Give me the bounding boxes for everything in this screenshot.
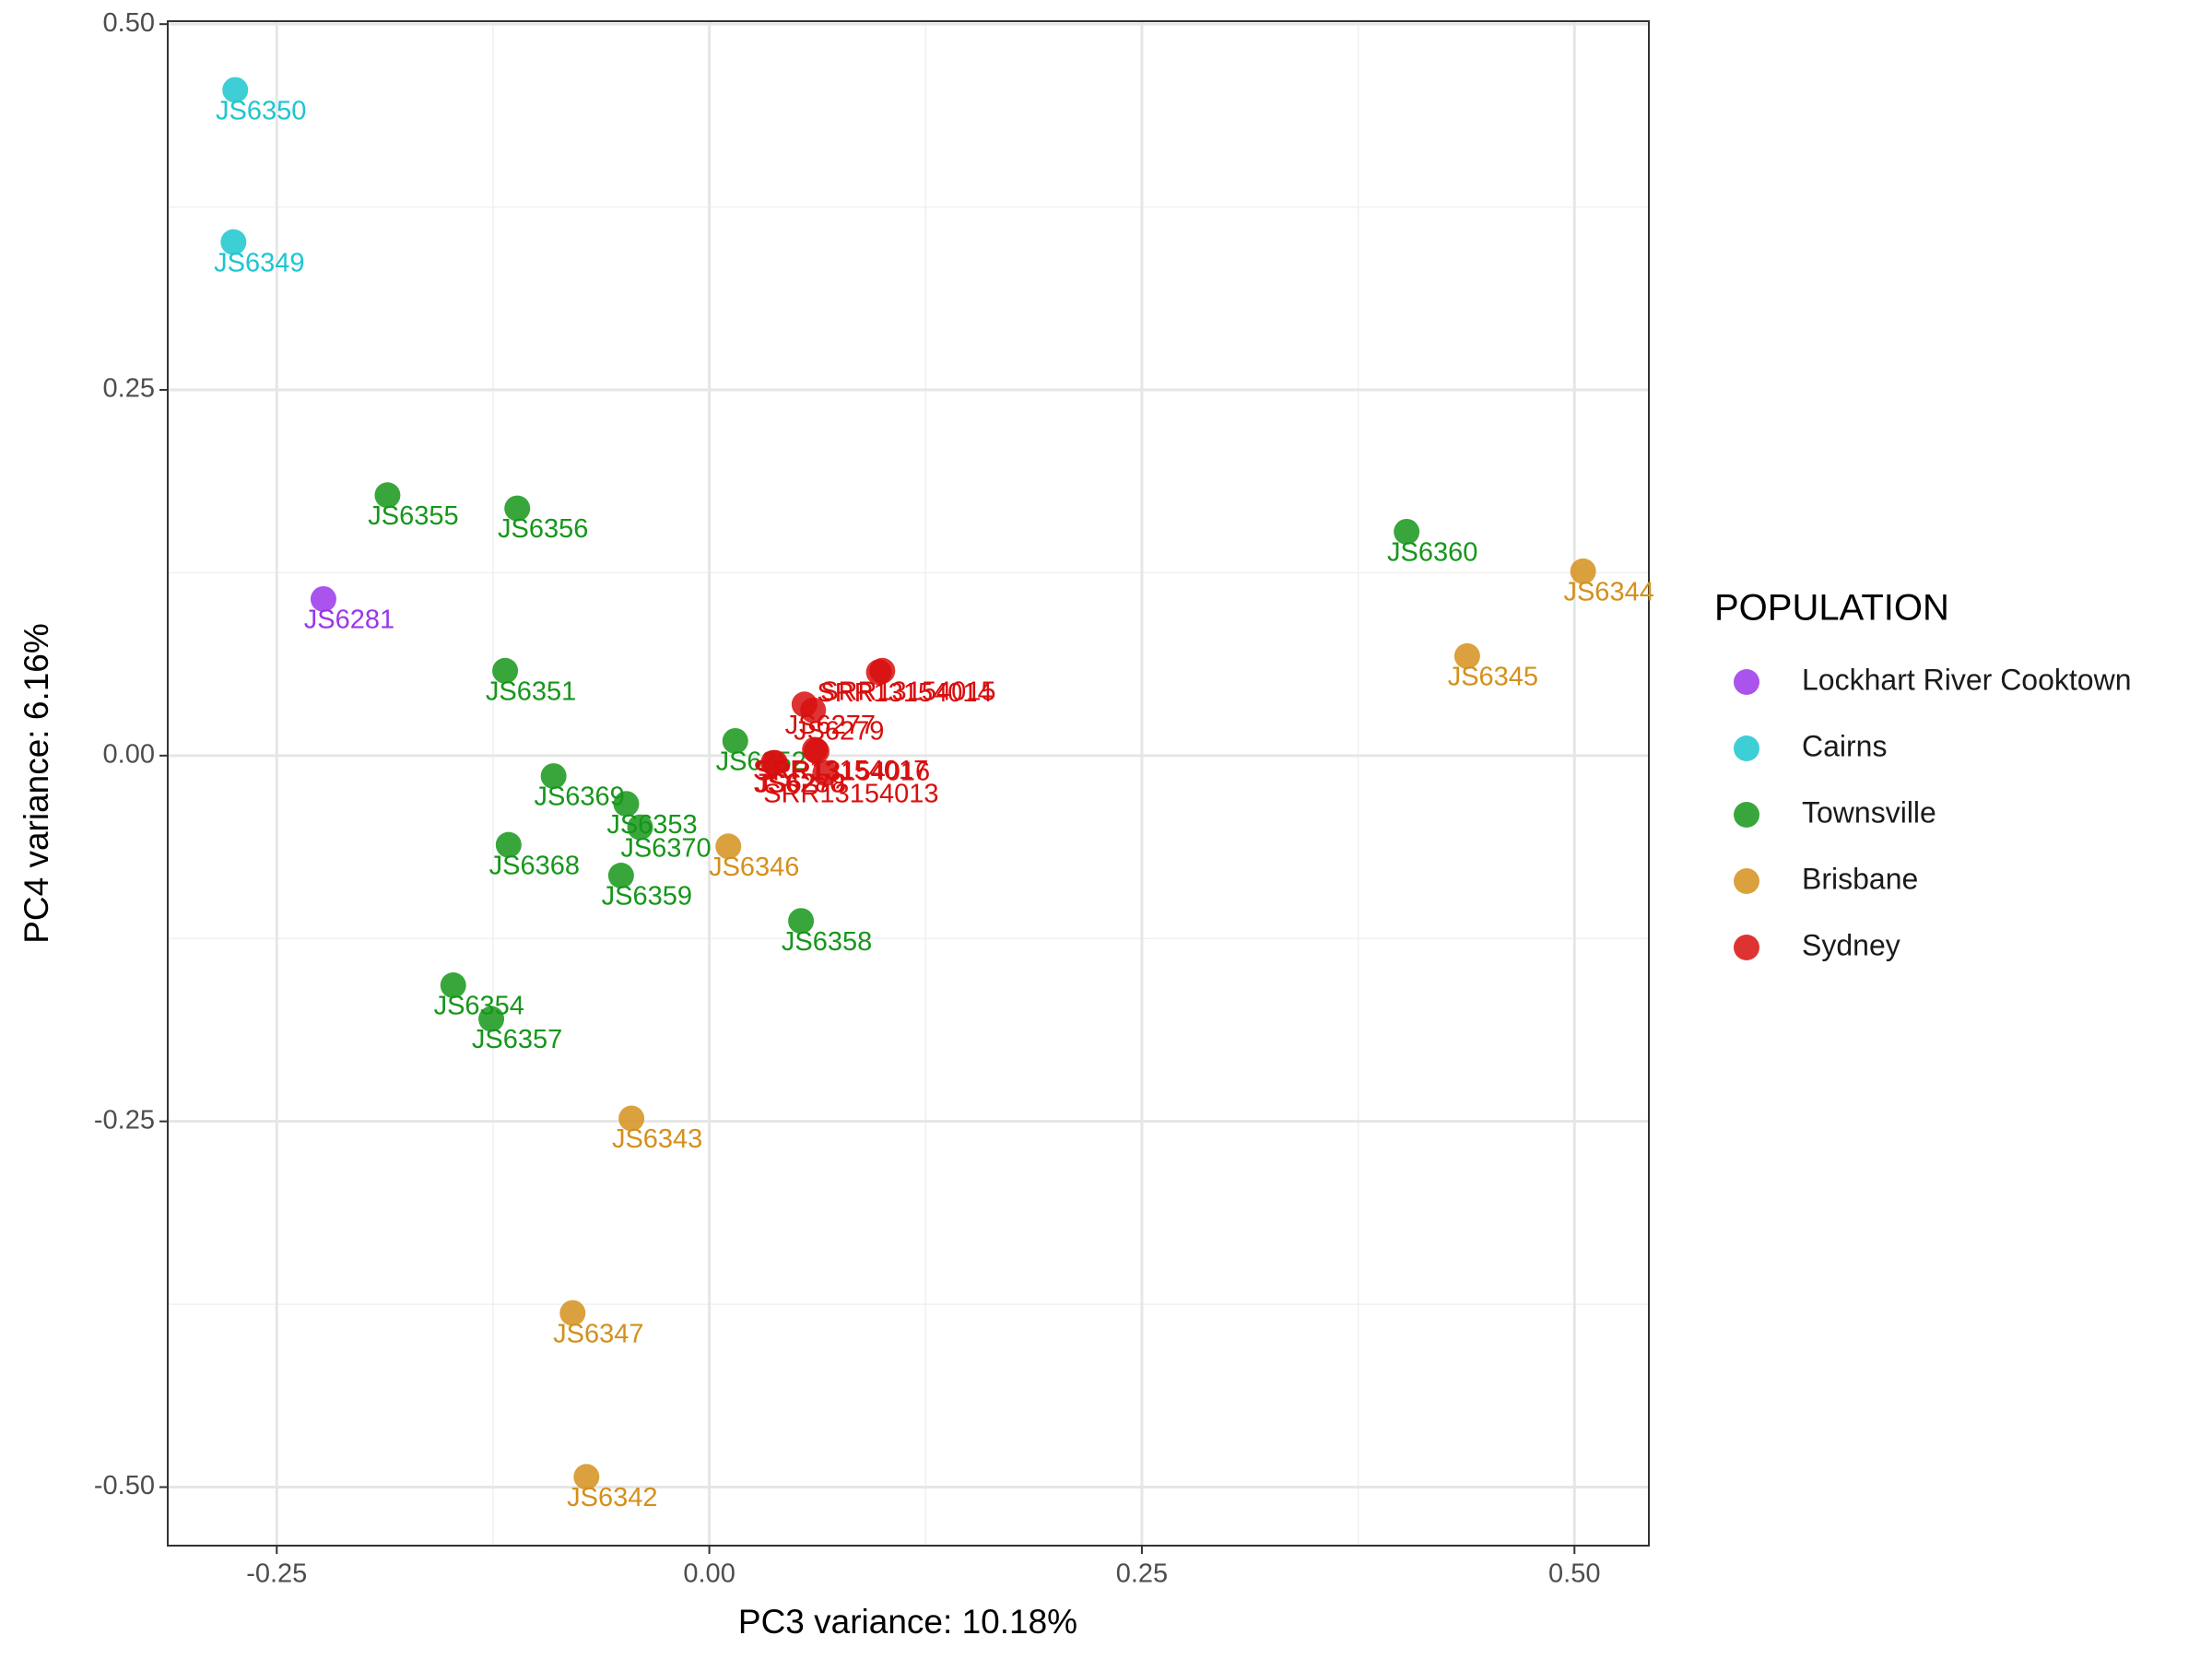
point [613, 791, 640, 818]
legend-label: Sydney [1802, 928, 1900, 961]
point-label: JS6357 [472, 1025, 562, 1054]
y-tick-label: 0.50 [103, 8, 155, 38]
point-label: JS6351 [486, 677, 576, 706]
legend-swatch [1734, 669, 1759, 695]
point-label: JS6360 [1387, 538, 1477, 568]
point-label: SRR13154013 [763, 780, 938, 809]
point-label: JS6358 [782, 927, 872, 957]
point-label: JS6355 [368, 501, 458, 531]
point-label: JS6369 [534, 782, 624, 812]
point-label: JS6277 [785, 711, 876, 740]
x-tick-label: 0.00 [683, 1559, 735, 1589]
point [804, 738, 830, 765]
point [760, 749, 787, 776]
point-label: JS6346 [709, 853, 799, 882]
point [559, 1300, 586, 1326]
point-label: JS6344 [1563, 577, 1653, 606]
point [540, 763, 567, 790]
point-label: JS6359 [602, 882, 692, 912]
y-tick-label: -0.50 [94, 1471, 155, 1500]
point-label: JS6356 [498, 514, 588, 544]
point-label: JS6349 [214, 248, 304, 277]
legend-swatch [1734, 868, 1759, 894]
point-label: SRR13154014 [817, 678, 992, 708]
point [374, 482, 401, 509]
point-label: JS6280 [754, 769, 844, 798]
y-tick-label: 0.00 [103, 739, 155, 769]
point [478, 1006, 505, 1032]
point [627, 814, 653, 841]
point-label: JS6347 [553, 1319, 643, 1348]
plot-border [167, 20, 1650, 1547]
x-tick-label: -0.25 [246, 1559, 307, 1589]
point-label: JS6353 [606, 810, 697, 840]
point [310, 585, 336, 612]
point-label: JS6368 [489, 851, 580, 880]
point [865, 659, 892, 686]
legend-swatch [1734, 935, 1759, 960]
point-label: JS6342 [567, 1483, 657, 1512]
y-axis-title: PC4 variance: 6.16% [18, 623, 55, 944]
legend-label: Cairns [1802, 729, 1887, 762]
legend-label: Townsville [1802, 795, 1936, 829]
y-tick-label: 0.25 [103, 374, 155, 404]
legend-swatch [1734, 735, 1759, 761]
point [504, 495, 531, 522]
point-label: JS6345 [1448, 663, 1538, 692]
point [495, 831, 522, 858]
legend-label: Brisbane [1802, 862, 1918, 895]
point-label: JS6350 [216, 96, 306, 125]
legend-swatch [1734, 802, 1759, 828]
x-axis-title: PC3 variance: 10.18% [738, 1603, 1077, 1641]
point [222, 76, 249, 103]
point [1570, 558, 1596, 584]
point [1394, 518, 1420, 545]
point [492, 657, 519, 684]
point [440, 972, 466, 999]
point [800, 697, 827, 724]
point [573, 1464, 600, 1490]
point [220, 229, 247, 255]
point-label: JS6281 [304, 606, 394, 635]
point [618, 1105, 645, 1132]
point [607, 863, 634, 889]
x-tick-label: 0.25 [1116, 1559, 1168, 1589]
point [1453, 642, 1480, 669]
point [722, 727, 748, 754]
point-label: JS6370 [620, 833, 711, 863]
point [812, 759, 839, 786]
legend-label: Lockhart River Cooktown [1802, 663, 2131, 696]
point-label: SRR13154015 [820, 677, 995, 706]
y-tick-label: -0.25 [94, 1105, 155, 1135]
x-tick-label: 0.50 [1548, 1559, 1600, 1589]
legend-title: POPULATION [1714, 588, 1949, 629]
grid [168, 21, 1649, 1546]
point [788, 908, 815, 935]
point-label: JS6343 [612, 1124, 702, 1154]
point [715, 833, 742, 860]
